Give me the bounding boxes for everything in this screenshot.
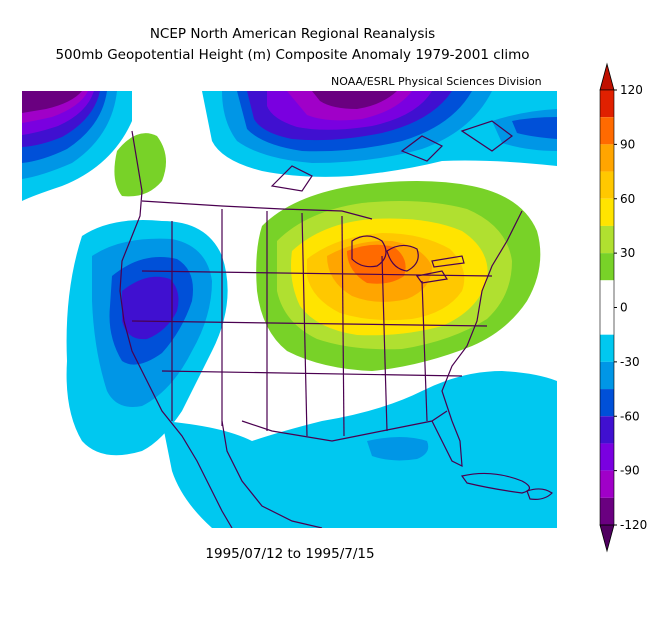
date-range: 1995/07/12 to 1995/7/15 [205,546,375,562]
colorbar-tick-label: -120 [620,518,647,532]
colorbar-bottom-arrow [599,524,615,553]
colorbar-cell [600,144,614,172]
colorbar-tick-label: 90 [620,137,635,151]
coastlines-and-borders [119,120,553,528]
southern-negative-anomaly [162,371,557,528]
credit-text: NOAA/ESRL Physical Sciences Division [331,75,542,88]
pacific-positive-anomaly [114,133,166,197]
colorbar-tick-label: 30 [620,246,635,260]
colorbar-cell [600,389,614,417]
colorbar-cell [600,470,614,498]
colorbar-tick-label: 120 [620,83,643,97]
colorbar-cell [600,198,614,226]
colorbar-cell [600,307,614,335]
north-negative-anomaly-central [202,91,557,177]
colorbar-cell [600,90,614,118]
colorbar-tick-label: 60 [620,192,635,206]
colorbar: 120 90 60 30 0 -30 -60 -90 -120 [599,62,647,553]
colorbar-cell [600,253,614,281]
colorbar-cell [600,443,614,471]
colorbar-cell [600,361,614,390]
colorbar-tick-label: -30 [620,355,640,369]
colorbar-cell [600,225,614,254]
map-subtitle: 500mb Geopotential Height (m) Composite … [55,47,530,63]
map-title: NCEP North American Regional Reanalysis [149,26,436,42]
colorbar-tick-label: -60 [620,409,640,423]
colorbar-cell [600,497,614,525]
colorbar-top-arrow [599,62,615,91]
colorbar-tick-label: 0 [620,301,628,315]
colorbar-tick-label: -90 [620,464,640,478]
north-negative-anomaly-west [22,91,132,201]
colorbar-cell [600,334,614,362]
colorbar-cell [600,416,614,444]
colorbar-cell [600,171,614,199]
anomaly-map [22,91,557,528]
colorbar-cell [600,117,614,145]
colorbar-cell [600,280,614,308]
north-negative-anomaly-east [492,109,557,151]
